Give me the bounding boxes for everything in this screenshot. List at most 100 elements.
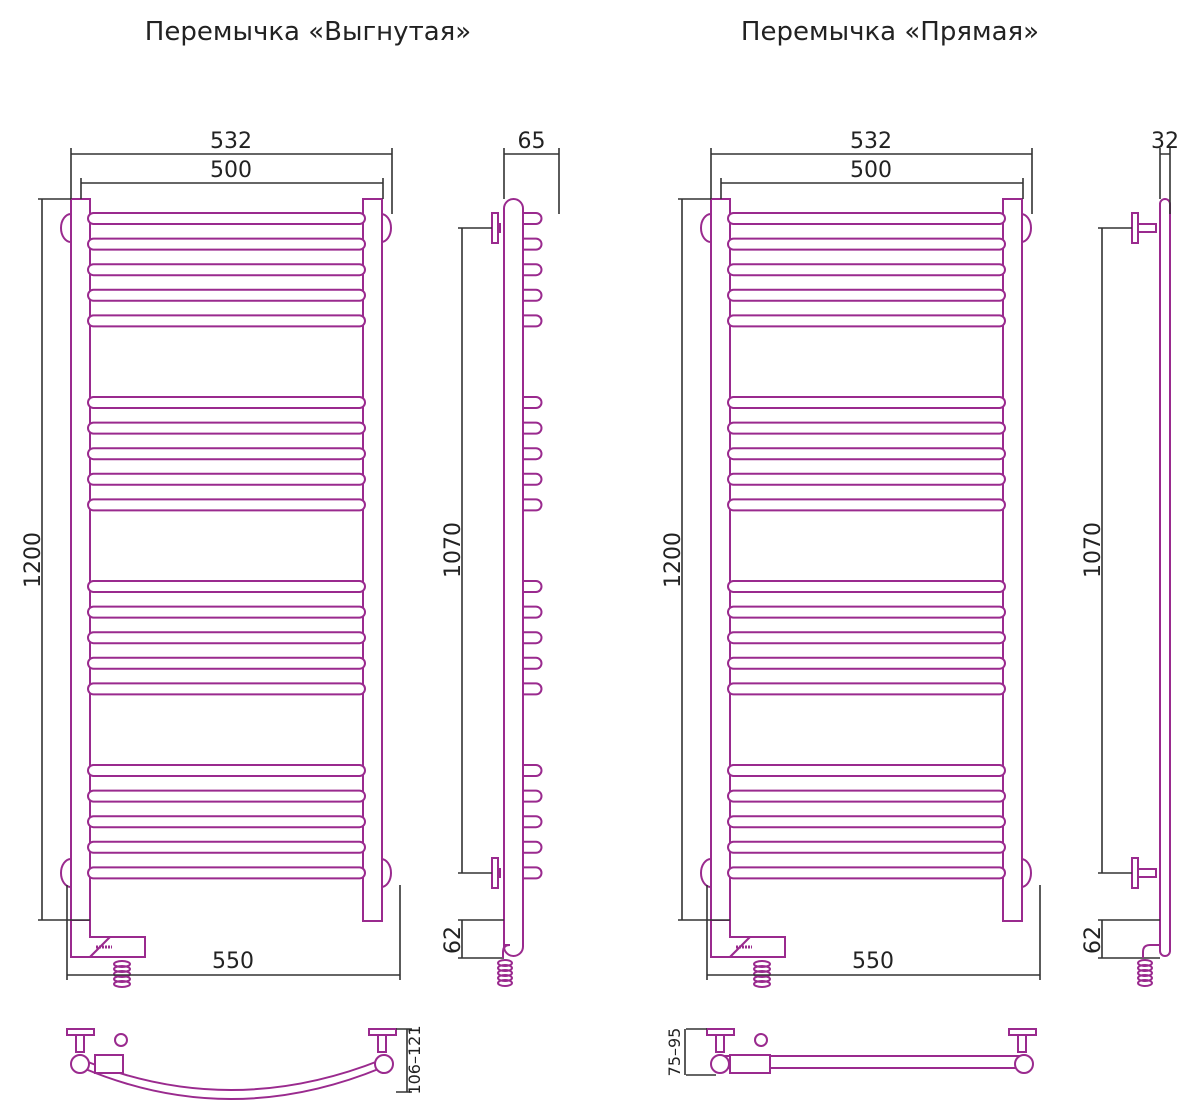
rung bbox=[727, 447, 1006, 461]
plan-tube-right bbox=[374, 1054, 394, 1074]
rung bbox=[87, 682, 366, 696]
rung bbox=[727, 498, 1006, 512]
dim-line-wall bbox=[684, 1028, 716, 1076]
rung-profile bbox=[523, 212, 543, 225]
left-rail bbox=[710, 198, 731, 922]
dim-line-550 bbox=[66, 885, 401, 980]
rung-profile bbox=[523, 789, 543, 803]
rung bbox=[87, 288, 366, 302]
rung bbox=[87, 656, 366, 670]
wall-mount bbox=[1020, 858, 1032, 888]
left-title: Перемычка «Выгнутая» bbox=[145, 17, 471, 47]
right-title: Перемычка «Прямая» bbox=[741, 17, 1039, 47]
dim-line-1070 bbox=[1098, 227, 1132, 874]
plan-bracket-left bbox=[715, 1034, 725, 1053]
dim-label-550: 550 bbox=[852, 949, 894, 974]
plan-heater-knob bbox=[114, 1033, 128, 1047]
dim-label-500: 500 bbox=[210, 158, 252, 183]
dim-label-62: 62 bbox=[441, 926, 466, 954]
dim-label-depth: 65 bbox=[518, 129, 546, 154]
right-drawing: 532 500 1200 550 32 1070 62 75–95 bbox=[661, 129, 1179, 1076]
dim-line-500 bbox=[720, 178, 1024, 199]
rung-profile bbox=[523, 631, 543, 645]
wall-mount bbox=[700, 858, 712, 888]
rung-profile bbox=[523, 288, 543, 302]
dim-label-532: 532 bbox=[210, 129, 252, 154]
rung-profile bbox=[523, 656, 543, 670]
side-heater-coil bbox=[1137, 979, 1153, 987]
wall-mount bbox=[380, 213, 392, 243]
dim-line-500 bbox=[80, 178, 384, 199]
wall-mount bbox=[1020, 213, 1032, 243]
rung bbox=[87, 472, 366, 486]
plan-tube-left bbox=[70, 1054, 90, 1074]
wall-bracket bbox=[497, 868, 501, 878]
plan-tube-left bbox=[710, 1054, 730, 1074]
rung bbox=[87, 421, 366, 435]
dim-line-62 bbox=[458, 919, 504, 959]
rung bbox=[87, 314, 366, 328]
dim-line-532 bbox=[70, 148, 393, 214]
rung bbox=[727, 580, 1006, 593]
wall-bracket bbox=[497, 223, 501, 233]
rung-profile bbox=[523, 421, 543, 435]
rung bbox=[727, 263, 1006, 277]
rung-profile bbox=[523, 237, 543, 251]
rung-profile bbox=[523, 498, 543, 512]
right-rail bbox=[362, 198, 383, 922]
dim-line-532 bbox=[710, 148, 1033, 214]
wall-mount bbox=[60, 858, 72, 888]
dim-label-62: 62 bbox=[1081, 926, 1106, 954]
dim-line-depth bbox=[1159, 148, 1171, 214]
plan-view: 75–95 bbox=[665, 1028, 1037, 1076]
rung bbox=[727, 237, 1006, 251]
dim-label-1070: 1070 bbox=[1081, 522, 1106, 578]
rung-profile bbox=[523, 815, 543, 829]
dim-line-1200 bbox=[678, 198, 730, 921]
dim-line-62 bbox=[1098, 919, 1160, 959]
plan-heater-box bbox=[94, 1054, 124, 1074]
dim-line-wall bbox=[396, 1028, 412, 1093]
rung bbox=[87, 815, 366, 829]
rung bbox=[727, 840, 1006, 854]
rung-profile bbox=[523, 447, 543, 461]
plan-bracket-left bbox=[75, 1034, 85, 1053]
dim-label-wall: 106–121 bbox=[405, 1025, 424, 1094]
rung bbox=[727, 288, 1006, 302]
dim-label-550: 550 bbox=[212, 949, 254, 974]
rung-profile bbox=[523, 580, 543, 593]
rung bbox=[727, 472, 1006, 486]
rung bbox=[727, 605, 1006, 619]
side-heater-pipe bbox=[1142, 944, 1160, 958]
plan-bracket-right bbox=[377, 1034, 387, 1053]
dim-line-depth bbox=[503, 148, 560, 214]
dim-line-1200 bbox=[38, 198, 90, 921]
rung-profile bbox=[523, 314, 543, 328]
heater-coil bbox=[753, 980, 771, 988]
plan-curve-outer bbox=[82, 1059, 382, 1091]
wall-mount bbox=[60, 213, 72, 243]
plan-heater-knob bbox=[754, 1033, 768, 1047]
rung bbox=[727, 866, 1006, 880]
side-rail bbox=[503, 198, 524, 957]
rung bbox=[727, 631, 1006, 645]
rung bbox=[87, 580, 366, 593]
dim-label-532: 532 bbox=[850, 129, 892, 154]
dim-label-1200: 1200 bbox=[21, 532, 46, 588]
rung bbox=[87, 605, 366, 619]
side-heater-coil bbox=[497, 979, 513, 987]
rung bbox=[727, 764, 1006, 777]
plan-heater-box bbox=[729, 1054, 771, 1074]
rung bbox=[727, 815, 1006, 829]
wall-mount bbox=[700, 213, 712, 243]
rung bbox=[87, 840, 366, 854]
heater-coil bbox=[113, 980, 131, 988]
heater-box bbox=[87, 936, 146, 958]
plan-view: 106–121 bbox=[66, 1025, 424, 1100]
side-rail bbox=[1159, 198, 1171, 957]
rung bbox=[727, 396, 1006, 409]
dim-label-depth: 32 bbox=[1151, 129, 1179, 154]
dim-line-1070 bbox=[458, 227, 492, 874]
rung bbox=[727, 789, 1006, 803]
wall-mount bbox=[380, 858, 392, 888]
